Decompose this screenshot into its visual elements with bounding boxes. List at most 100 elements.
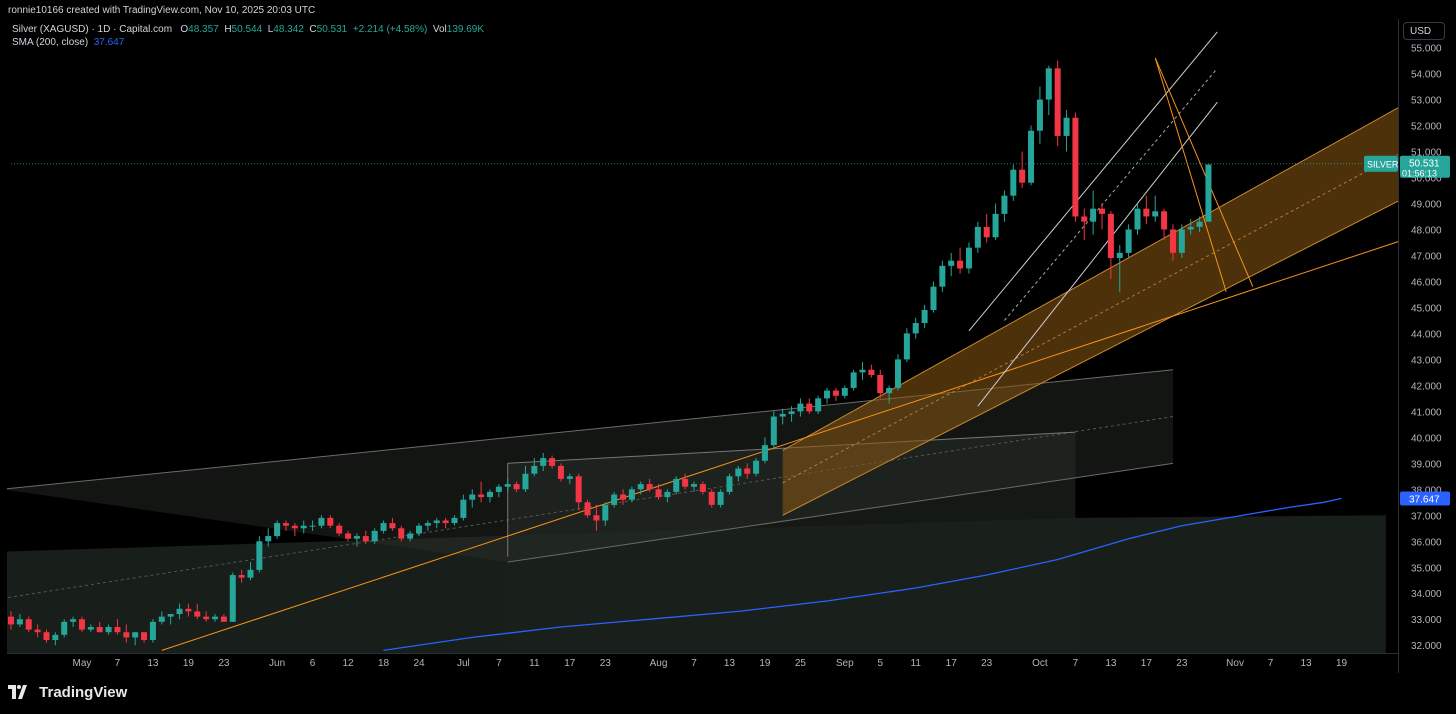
time-tick-label: May [73, 658, 92, 669]
candle-body [850, 372, 857, 388]
low-value: 48.342 [273, 24, 304, 35]
candlestick-chart[interactable]: SILVER [2, 19, 1404, 653]
candle [123, 624, 130, 643]
currency-button[interactable]: USD [1403, 22, 1445, 40]
price-tick-label: 42.000 [1411, 381, 1442, 392]
candle-body [522, 473, 529, 490]
candle [620, 489, 627, 505]
price-tick-label: 36.000 [1411, 537, 1442, 548]
candle-body [451, 517, 458, 524]
candle-body [965, 247, 972, 269]
candle [504, 478, 511, 492]
candle-body [194, 611, 201, 617]
candle [1001, 190, 1008, 222]
candle-body [744, 468, 751, 474]
candle-body [815, 398, 822, 412]
candle-body [300, 525, 307, 529]
candle-body [229, 575, 236, 622]
candle [398, 525, 405, 542]
candle [362, 530, 369, 544]
price-tick-label: 53.000 [1411, 96, 1442, 107]
candle [815, 395, 822, 414]
symbol-legend[interactable]: Silver (XAGUSD) · 1D · Capital.com O48.3… [12, 24, 484, 35]
time-tick-label: 19 [183, 658, 195, 669]
close-label: C [309, 24, 317, 35]
tradingview-logo[interactable]: TradingView [8, 684, 127, 701]
candle-body [566, 476, 573, 479]
chart-attribution: ronnie10166 created with TradingView.com… [8, 5, 316, 16]
candle-body [256, 541, 263, 570]
candle-body [247, 569, 254, 578]
candle [655, 484, 662, 500]
candle-body [557, 465, 564, 479]
time-tick-label: 23 [1176, 658, 1188, 669]
candle [309, 520, 316, 531]
chart-plot-area[interactable]: SILVER [2, 19, 1404, 653]
candle-body [806, 403, 813, 412]
candle [247, 562, 254, 581]
price-tick-label: 43.000 [1411, 355, 1442, 366]
candle-body [132, 632, 139, 638]
time-tick-label: 25 [795, 658, 807, 669]
candle [611, 491, 618, 508]
candle-body [761, 445, 768, 461]
open-value: 48.357 [188, 24, 219, 35]
candle-body [185, 608, 192, 612]
candle-body [877, 374, 884, 394]
candle [1152, 195, 1159, 222]
time-tick-label: 24 [413, 658, 425, 669]
high-label: H [224, 24, 232, 35]
candle-body [318, 517, 325, 526]
price-axis[interactable]: 32.000 33.000 34.000 35.000 36.000 37.000 38.0… [1399, 19, 1456, 673]
candle [992, 203, 999, 240]
candle-body [398, 528, 405, 539]
candle-body [1116, 252, 1123, 259]
price-tick-label: 49.000 [1411, 199, 1442, 210]
candle-body [442, 520, 449, 524]
sma-legend[interactable]: SMA (200, close) 37.647 [12, 37, 124, 48]
candle [948, 252, 955, 277]
candle-body [433, 520, 440, 524]
candle [300, 520, 307, 534]
time-tick-label: 19 [759, 658, 771, 669]
price-tick-label: 32.000 [1411, 641, 1442, 652]
candle-body [407, 533, 414, 539]
time-axis[interactable]: May 7 13 19 23 Jun 6 12 18 24 Jul 7 11 17 23 Aug 7 13 19 25… [7, 653, 1399, 673]
time-tick-label: 17 [564, 658, 576, 669]
candle-body [336, 525, 343, 534]
candle [176, 603, 183, 620]
candle-body [983, 226, 990, 238]
candle-body [974, 226, 981, 248]
candle-body [8, 616, 14, 625]
orange-down-fan-2 [1154, 57, 1227, 292]
time-tick-label: Nov [1226, 658, 1244, 669]
price-tick-label: 47.000 [1411, 251, 1442, 262]
candle-body [114, 627, 121, 633]
candle-body [708, 491, 715, 505]
candle-body [531, 465, 538, 474]
channel-wide-lower [507, 462, 1174, 563]
candle [274, 520, 281, 539]
candle [584, 499, 591, 518]
candle [797, 398, 804, 417]
symbol-title[interactable]: Silver (XAGUSD) · 1D · Capital.com [12, 24, 173, 35]
candle-body [646, 484, 653, 490]
candle [957, 247, 964, 274]
time-axis-divider [7, 653, 1399, 654]
candle [371, 528, 378, 544]
candle-body [1205, 164, 1212, 222]
candle-body [797, 403, 804, 412]
price-tick-label: 48.000 [1411, 225, 1442, 236]
candle-body [690, 484, 697, 487]
vol-label: Vol [432, 24, 447, 35]
candle [974, 221, 981, 253]
time-tick-label: 11 [529, 658, 540, 669]
sma-label[interactable]: SMA (200, close) [12, 37, 89, 48]
candle-body [699, 484, 706, 492]
close-value: 50.531 [316, 24, 348, 35]
candle-body [353, 536, 360, 539]
time-tick-label: 11 [911, 658, 922, 669]
candle [628, 486, 635, 503]
orange-channel-lower [782, 197, 1404, 516]
candle [832, 387, 839, 401]
